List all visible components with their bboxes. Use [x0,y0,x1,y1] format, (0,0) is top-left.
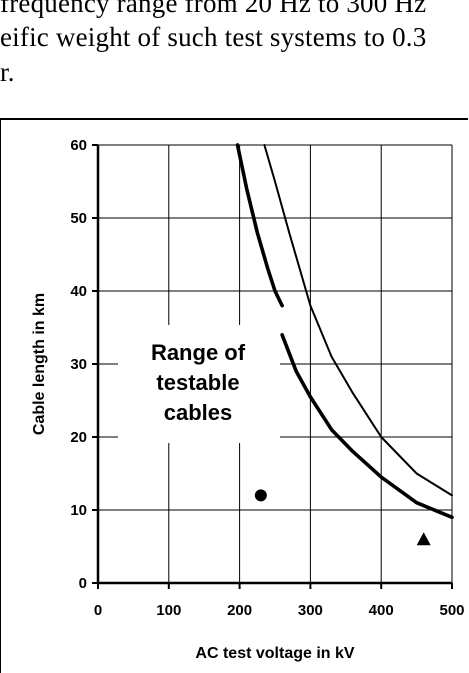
chart-frame [0,118,468,673]
y-tick-label-30: 30 [70,356,87,373]
y-tick-label-50: 50 [70,210,87,227]
marker-circle [254,489,267,502]
y-tick-label-40: 40 [70,283,87,300]
x-tick-label-400: 400 [369,602,394,619]
series-lines [235,143,454,520]
tick-labels: 0 100 200 300 400 500 0 10 20 30 40 50 60 [70,137,464,619]
series-thick-curve-1 [235,143,284,308]
markers [254,489,431,546]
y-tick-label-20: 20 [70,429,87,446]
axes [92,144,453,589]
series-thick-curve-2 [280,333,454,520]
x-axis-title: AC test voltage in kV [195,645,354,662]
y-axis-title: Cable length in km [31,293,48,435]
grid [98,144,453,583]
x-tick-label-200: 200 [227,602,252,619]
x-tick-label-500: 500 [439,602,464,619]
annotation-background [118,325,280,443]
y-tick-label-0: 0 [79,575,87,592]
x-tick-label-0: 0 [94,602,102,619]
annotation-range-of-testable-cables: Range of testable cables [151,340,246,425]
body-text: frequency range from 20 Hz to 300 Hz eif… [0,0,469,120]
text-line-3: r. [0,57,15,87]
marker-triangle [416,532,431,546]
x-tick-label-100: 100 [156,602,181,619]
y-tick-label-10: 10 [70,502,87,519]
annotation-line-1: Range of [151,340,246,365]
text-line-2: eific weight of such test systems to 0.3 [0,22,427,52]
y-tick-label-60: 60 [70,137,87,154]
text-line-1: frequency range from 20 Hz to 300 Hz [0,0,427,18]
annotation-line-2: testable [156,370,239,395]
annotation-line-3: cables [164,400,233,425]
x-tick-label-300: 300 [298,602,323,619]
series-thin-curve-1 [263,144,453,497]
